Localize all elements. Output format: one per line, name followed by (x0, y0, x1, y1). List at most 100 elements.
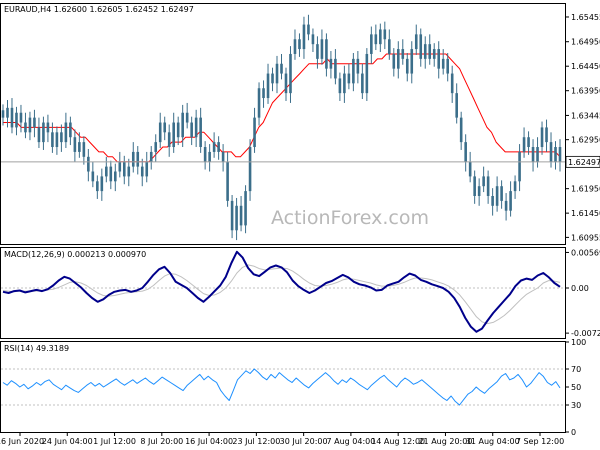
candle-body (491, 196, 494, 206)
candle-body (1, 110, 5, 118)
candle-body (163, 122, 167, 133)
candle-body (244, 191, 247, 226)
candle-body (127, 166, 131, 177)
candle-body (352, 58, 355, 84)
candle-body (468, 161, 472, 177)
candle-body (459, 117, 463, 143)
candle-body (248, 147, 252, 192)
x-tick-label: 30 Jul 20:00 (280, 437, 328, 446)
candle-body (289, 53, 292, 94)
candle-body (226, 161, 229, 201)
y-tick-label: 1.61950 (571, 185, 600, 194)
y-tick-label: 0.00 (571, 284, 589, 293)
candle-body (208, 151, 211, 162)
candle-body (154, 142, 158, 152)
candle-body (199, 117, 202, 148)
x-tick-label: 31 Aug 04:00 (466, 437, 520, 446)
candle-body (185, 112, 189, 123)
y-tick-label: 1.61450 (571, 209, 600, 218)
candle-body (221, 151, 225, 162)
candle-body (401, 49, 405, 59)
candle-body (428, 44, 432, 59)
candle-body (33, 117, 36, 128)
rsi-panel-frame (0, 341, 566, 433)
y-tick-label: 1.65455 (571, 13, 600, 22)
candle-body (69, 122, 72, 138)
candle-body (432, 49, 436, 59)
candle-body (122, 161, 126, 177)
candle-body (96, 181, 99, 192)
candle-body (509, 191, 512, 211)
candle-body (334, 58, 337, 79)
candle-body (284, 73, 288, 94)
candle-body (410, 49, 414, 74)
candle-body (361, 73, 364, 94)
candle-body (316, 44, 319, 59)
candle-body (190, 122, 193, 138)
price-panel-frame (0, 3, 566, 245)
candle-body (320, 39, 324, 59)
y-tick-label: 0.00569 (571, 248, 600, 257)
price-panel-title: EURAUD,H4 1.62600 1.62605 1.62452 1.6249… (4, 5, 194, 14)
candle-body (271, 73, 274, 84)
candle-body (414, 34, 418, 50)
candle-body (105, 166, 108, 177)
candle-body (307, 24, 310, 35)
candle-body (441, 58, 445, 69)
candle-body (473, 176, 476, 196)
candle-body (42, 122, 45, 143)
candle-body (257, 88, 261, 118)
current-price-label: 1.62497 (568, 158, 600, 167)
candle-body (549, 142, 553, 162)
candle-body (531, 147, 535, 162)
rsi-series (1, 368, 565, 406)
candle-body (262, 88, 265, 99)
candle-body (455, 93, 458, 118)
candle-body (37, 127, 41, 143)
macd-series (1, 250, 565, 333)
candle-body (280, 63, 283, 74)
candle-body (131, 151, 135, 167)
candle-body (239, 205, 243, 226)
candle-body (91, 171, 95, 182)
candle-body (136, 151, 140, 167)
candle-body (100, 176, 104, 192)
candle-body (194, 117, 198, 138)
candle-body (464, 142, 467, 162)
candle-body (140, 166, 144, 177)
candle-body (536, 147, 539, 162)
candle-body (540, 127, 544, 148)
candle-body (522, 137, 526, 152)
y-tick-label: 50 (571, 383, 581, 392)
x-tick-label: 7 Aug 04:00 (326, 437, 375, 446)
macd-panel-frame (0, 247, 566, 339)
candle-body (158, 122, 162, 143)
candle-body (388, 39, 391, 54)
candle-body (545, 127, 548, 143)
candle-body (6, 107, 9, 118)
x-tick-label: 21 Aug 20:00 (418, 437, 472, 446)
candle-body (392, 53, 396, 69)
candle-body (419, 34, 423, 59)
candle-body (325, 39, 328, 69)
price-axis: 1.65455 1.64950 1.64450 1.63950 1.63445 1.629… (565, 13, 600, 242)
candle-body (176, 122, 180, 138)
rsi-line (2, 368, 561, 406)
candle-body (437, 49, 441, 69)
candle-body (253, 117, 256, 148)
candle-body (82, 142, 86, 157)
candle-body (230, 200, 234, 231)
candle-body (558, 147, 562, 162)
x-tick-label: 16 Jul 04:00 (185, 437, 233, 446)
candle-body (495, 186, 499, 206)
candle-body (446, 58, 450, 74)
x-tick-label: 16 Jun 2020 (0, 437, 44, 446)
x-tick-label: 8 Jul 20:00 (140, 437, 183, 446)
candle-body (87, 156, 90, 172)
y-tick-label: 0 (571, 428, 576, 437)
candle-body (145, 161, 149, 177)
candle-body (383, 29, 387, 40)
candle-body (423, 44, 427, 59)
candle-body (486, 176, 490, 196)
y-tick-label: 30 (571, 401, 581, 410)
